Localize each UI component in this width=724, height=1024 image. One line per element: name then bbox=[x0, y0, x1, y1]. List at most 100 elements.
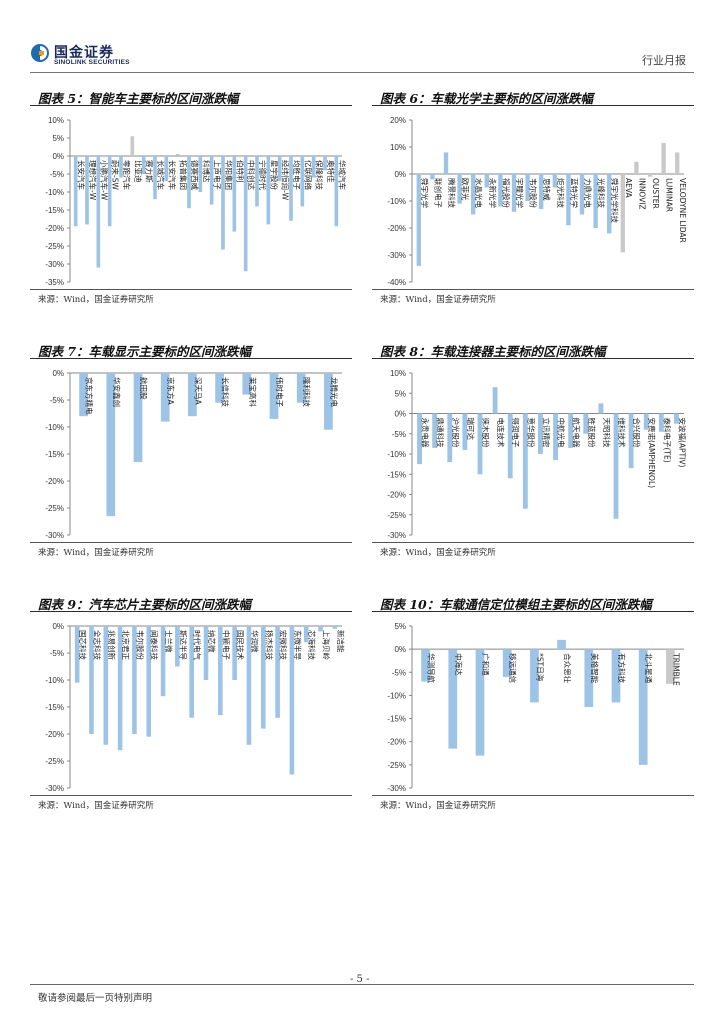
y-tick-label: -10% bbox=[45, 423, 64, 432]
category-label: 炬光科技 bbox=[556, 178, 566, 208]
bar bbox=[175, 154, 180, 156]
y-tick-label: -15% bbox=[45, 206, 64, 215]
bar bbox=[266, 156, 271, 225]
bar bbox=[638, 649, 648, 765]
category-label: 欧菲光 bbox=[461, 178, 471, 201]
title-divider bbox=[372, 105, 694, 106]
bar bbox=[242, 373, 252, 395]
figure-panel-9: 图表 9：汽车芯片主要标的区间涨跌幅 0% -5% -10% -15% -20% -25%… bbox=[30, 594, 352, 822]
category-label: 德赛西威 bbox=[190, 160, 200, 190]
bar bbox=[260, 626, 266, 729]
title-divider bbox=[372, 611, 694, 612]
figure-source: 来源：Wind，国金证券研究所 bbox=[38, 548, 154, 558]
category-label: 光峰科技 bbox=[597, 178, 607, 208]
bar bbox=[188, 373, 197, 417]
category-label: AEVA bbox=[624, 178, 633, 199]
y-tick-label: -20% bbox=[45, 730, 64, 739]
category-label: 安费诺(AMPHENOL) bbox=[647, 418, 657, 489]
y-tick-label: -25% bbox=[387, 761, 406, 770]
bar bbox=[484, 174, 489, 188]
bar bbox=[164, 156, 169, 182]
source-divider bbox=[30, 289, 352, 290]
category-label: 新洁能 bbox=[336, 630, 346, 653]
y-tick-label: -15% bbox=[45, 703, 64, 712]
bar bbox=[477, 413, 483, 475]
category-label: 韦尔股份 bbox=[529, 178, 539, 208]
bar bbox=[607, 174, 612, 234]
category-label: 伯特利 bbox=[235, 160, 245, 183]
bar bbox=[303, 626, 309, 643]
bar bbox=[243, 156, 248, 272]
category-label: 沪光股份 bbox=[451, 418, 461, 448]
category-label: TRIMBLE bbox=[671, 652, 680, 686]
category-label: 科博达 bbox=[201, 160, 211, 183]
bar bbox=[628, 413, 634, 469]
y-tick-label: 0% bbox=[394, 410, 406, 419]
category-label: 国芯科技 bbox=[78, 630, 88, 660]
category-label: OUSTER bbox=[651, 178, 660, 209]
bar bbox=[221, 156, 225, 250]
bar-chart-5: 10%5%0%-5%-10%-15%-20%-25%-30%-35%长安汽车 理想… bbox=[45, 116, 347, 287]
bar bbox=[255, 156, 259, 207]
category-label: 上海贝岭 bbox=[322, 630, 332, 660]
y-tick-label: -5% bbox=[392, 668, 406, 677]
figure-source: 来源：Wind，国金证券研究所 bbox=[380, 548, 496, 558]
category-label: 北斗星通 bbox=[644, 653, 654, 683]
y-tick-label: -15% bbox=[45, 450, 64, 459]
bar bbox=[661, 142, 666, 174]
category-label: 福光股份 bbox=[501, 178, 511, 208]
logo-english-name: SINOLINK SECURITIES bbox=[54, 59, 130, 66]
bar bbox=[471, 174, 476, 215]
y-tick-label: -5% bbox=[50, 649, 64, 658]
category-label: 中科创达 bbox=[247, 160, 257, 190]
category-label: 有方科技 bbox=[617, 653, 627, 683]
bar bbox=[583, 413, 589, 434]
category-label: 华域汽车 bbox=[337, 160, 347, 190]
bar bbox=[300, 156, 305, 207]
category-label: 长安汽车 bbox=[77, 160, 87, 190]
report-type-label: 行业月报 bbox=[642, 54, 686, 67]
bar bbox=[498, 174, 503, 207]
category-label: 斯达半导 bbox=[178, 630, 188, 660]
figure-source: 来源：Wind，国金证券研究所 bbox=[38, 801, 154, 811]
category-label: 小鹏汽车-W bbox=[99, 160, 109, 201]
bar bbox=[557, 639, 566, 650]
category-label: 思特威 bbox=[542, 178, 552, 201]
y-tick-label: -30% bbox=[387, 251, 406, 260]
category-label: LUMINAR bbox=[665, 178, 674, 212]
y-tick-label: -5% bbox=[50, 396, 64, 405]
category-label: 合兴股份 bbox=[632, 418, 642, 448]
title-divider bbox=[372, 358, 694, 359]
category-label: 北京君正 bbox=[121, 630, 131, 660]
category-label: 意华股份 bbox=[526, 418, 536, 448]
bar bbox=[448, 649, 458, 749]
bar bbox=[634, 161, 639, 174]
bar bbox=[106, 373, 116, 517]
page-number: - 5 - bbox=[350, 974, 370, 985]
y-tick-label: -20% bbox=[45, 477, 64, 486]
y-tick-label: 5% bbox=[394, 622, 406, 631]
figure-title: 图表 6：车载光学主要标的区间涨跌幅 bbox=[380, 91, 594, 106]
figure-panel-8: 图表 8：车载连接器主要标的区间涨跌幅 10% 5% 0% -5% -10% -15% -2… bbox=[372, 341, 694, 569]
category-label: 京东方A bbox=[166, 377, 176, 405]
category-label: 立讯精密 bbox=[541, 418, 551, 448]
y-tick-label: -25% bbox=[45, 757, 64, 766]
bar bbox=[475, 649, 485, 756]
bar bbox=[289, 626, 295, 775]
category-label: 电连技术 bbox=[496, 418, 506, 448]
bar bbox=[674, 413, 679, 424]
footer-divider bbox=[30, 984, 694, 985]
bar bbox=[530, 649, 539, 703]
category-label: 拓普集团 bbox=[179, 160, 189, 190]
bar-chart-6: 20% 10% 0% -10% -20% -30% -40% 舜宇光学 联创电子 腾景科技 欧菲光水… bbox=[387, 116, 687, 287]
bar bbox=[132, 626, 137, 734]
bar bbox=[457, 174, 462, 204]
bar bbox=[215, 373, 224, 403]
category-label: 联创电子 bbox=[433, 178, 443, 208]
y-tick-label: 5% bbox=[394, 389, 406, 398]
bar bbox=[492, 387, 498, 414]
y-tick-label: -5% bbox=[50, 170, 64, 179]
y-tick-label: -30% bbox=[387, 784, 406, 793]
bar bbox=[332, 626, 338, 629]
category-label: 航天电器 bbox=[572, 418, 582, 448]
